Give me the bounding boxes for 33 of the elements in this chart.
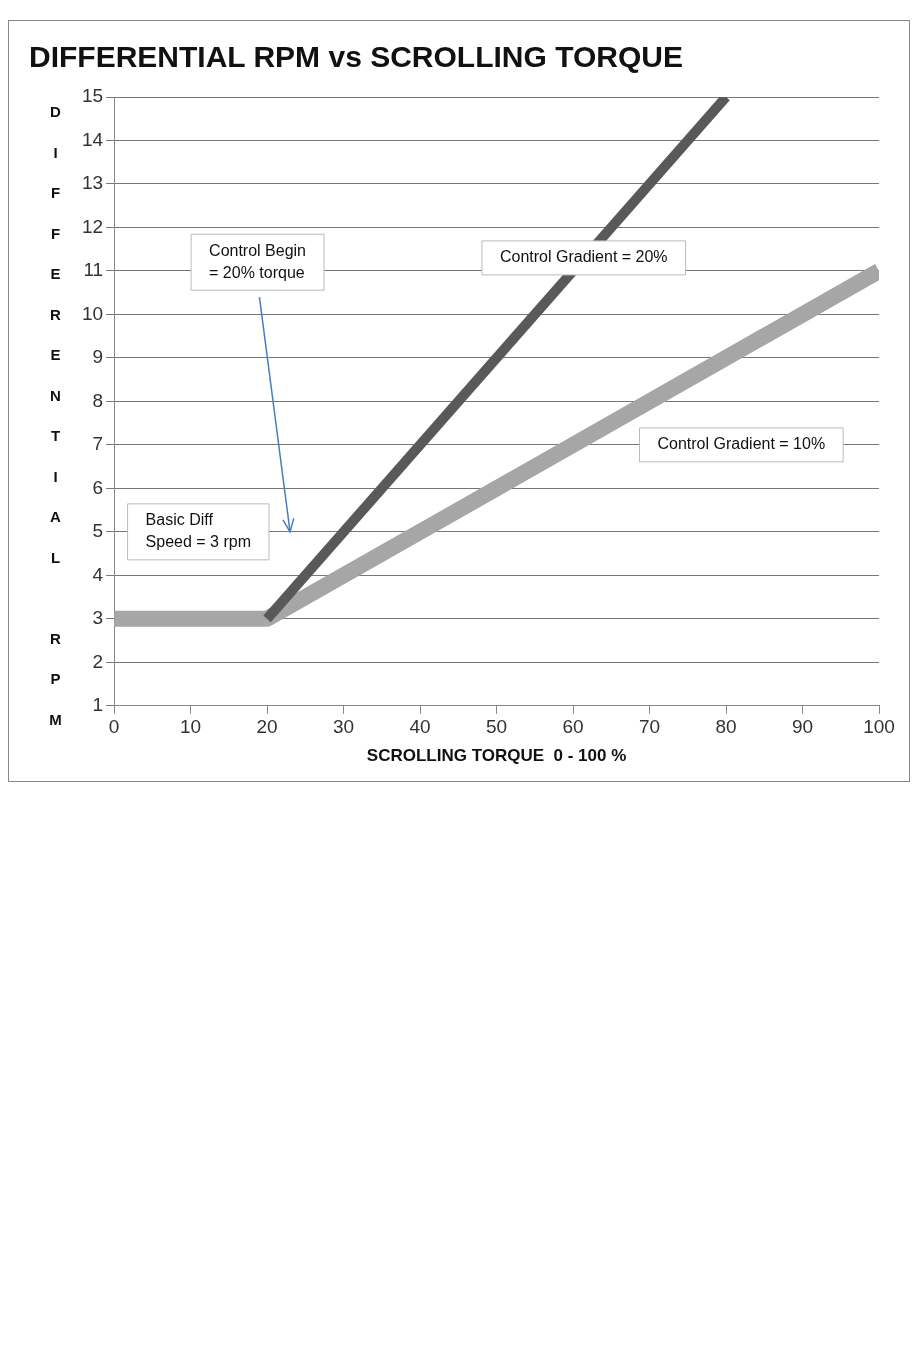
x-tick-label: 40 xyxy=(409,716,431,738)
y-tick-label: 11 xyxy=(83,259,104,281)
annotation: Control Gradient = 20% xyxy=(499,248,668,266)
y-tick-label: 7 xyxy=(92,433,104,455)
x-tick-label: 30 xyxy=(333,716,355,738)
y-tick-label: 9 xyxy=(92,346,104,368)
y-tick-label: 12 xyxy=(81,215,104,237)
chart-title: DIFFERENTIAL RPM vs SCROLLING TORQUE xyxy=(29,40,683,74)
x-axis-title: SCROLLING TORQUE 0 - 100 % xyxy=(366,746,627,766)
x-tick-label: 20 xyxy=(256,716,278,738)
annotation: Control Begin = 20% torque xyxy=(209,241,307,281)
y-axis-title: DIFFERENTIAL RPM xyxy=(47,103,64,751)
y-tick-label: 2 xyxy=(92,650,104,672)
y-tick-label: 5 xyxy=(92,520,104,542)
y-tick-label: 14 xyxy=(81,128,104,150)
annotation: Control Gradient = 10% xyxy=(657,435,826,453)
x-tick-label: 80 xyxy=(715,716,737,738)
x-tick-label: 60 xyxy=(562,716,584,738)
annotation: Basic Diff Speed = 3 rpm xyxy=(145,511,251,551)
y-tick-label: 4 xyxy=(92,563,104,585)
x-tick-label: 70 xyxy=(638,716,661,738)
y-tick-label: 8 xyxy=(92,389,104,411)
x-tick-label: 0 xyxy=(108,716,120,738)
x-tick-label: 10 xyxy=(180,716,202,738)
x-tick-label: 90 xyxy=(791,716,814,738)
y-tick-label: 6 xyxy=(92,476,104,498)
y-tick-label: 3 xyxy=(92,607,104,629)
x-tick-label: 100 xyxy=(863,716,895,738)
y-tick-label: 13 xyxy=(81,172,104,194)
y-tick-label: 10 xyxy=(81,302,104,324)
y-tick-label: 1 xyxy=(92,694,104,716)
y-tick-label: 15 xyxy=(81,85,104,107)
x-tick-label: 50 xyxy=(486,716,508,738)
